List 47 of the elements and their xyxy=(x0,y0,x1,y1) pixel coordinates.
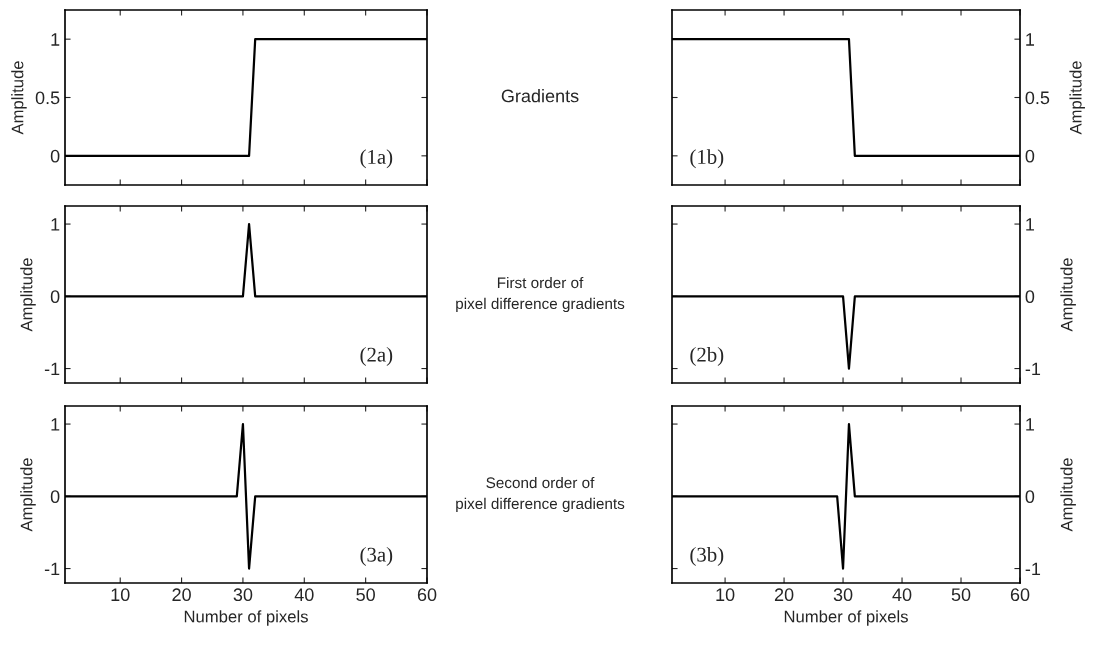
annotation: (2b) xyxy=(690,347,724,366)
y2-tick-label: 1 xyxy=(1026,218,1035,231)
x-axis-title: Number of pixels xyxy=(784,610,908,626)
x-tick-label: 30 xyxy=(833,588,853,602)
y2-tick-label: 1 xyxy=(1026,418,1035,431)
y-tick-label: 1 xyxy=(51,418,60,431)
y2-axis-title: Amplitude xyxy=(1060,258,1076,332)
annotation: (1a) xyxy=(360,149,393,169)
text: Second order of pixel difference gradients xyxy=(456,476,625,513)
y-axis-title: Amplitude xyxy=(11,61,27,135)
y2-axis-title: Amplitude xyxy=(1060,458,1076,532)
x-tick-label: 50 xyxy=(356,588,375,602)
text: First order of pixel difference gradients xyxy=(456,276,625,313)
y-tick-label: 1 xyxy=(51,218,60,231)
y2-tick-label: 0 xyxy=(1025,290,1035,304)
y2-tick-label: 0 xyxy=(1025,490,1035,504)
y2-axis-title: Amplitude xyxy=(1069,61,1085,135)
y-tick-label: 0.5 xyxy=(35,91,60,105)
y-tick-label: 1 xyxy=(51,33,60,46)
y-tick-label: 0 xyxy=(50,149,60,163)
annotation: (2a) xyxy=(360,347,393,366)
x-tick-label: 20 xyxy=(172,588,191,602)
y2-tick-label: -1 xyxy=(1025,362,1041,376)
y2-tick-label: -1 xyxy=(1025,562,1041,576)
x-tick-label: 10 xyxy=(716,588,735,602)
y-tick-label: -1 xyxy=(44,562,60,576)
x-tick-label: 20 xyxy=(774,588,794,602)
x-tick-label: 30 xyxy=(233,588,253,602)
y-tick-label: 0 xyxy=(50,290,60,304)
y-axis-title: Amplitude xyxy=(20,458,36,532)
x-axis-title: Number of pixels xyxy=(184,610,308,626)
y-tick-label: -1 xyxy=(44,362,60,376)
x-tick-label: 60 xyxy=(1010,588,1030,602)
y-axis-title: Amplitude xyxy=(20,258,36,332)
x-tick-label: 40 xyxy=(294,588,314,602)
y-tick-label: 0 xyxy=(50,490,60,504)
annotation: (3a) xyxy=(360,547,393,566)
y2-tick-label: 0 xyxy=(1025,149,1035,163)
annotation: (1b) xyxy=(690,149,724,169)
x-tick-label: 50 xyxy=(951,588,971,602)
text: Gradients xyxy=(501,89,579,103)
annotation: (3b) xyxy=(690,547,724,566)
x-tick-label: 10 xyxy=(111,588,130,602)
x-tick-label: 40 xyxy=(892,588,912,602)
x-tick-label: 60 xyxy=(417,588,437,602)
y2-tick-label: 0.5 xyxy=(1025,91,1050,105)
y2-tick-label: 1 xyxy=(1026,33,1035,46)
